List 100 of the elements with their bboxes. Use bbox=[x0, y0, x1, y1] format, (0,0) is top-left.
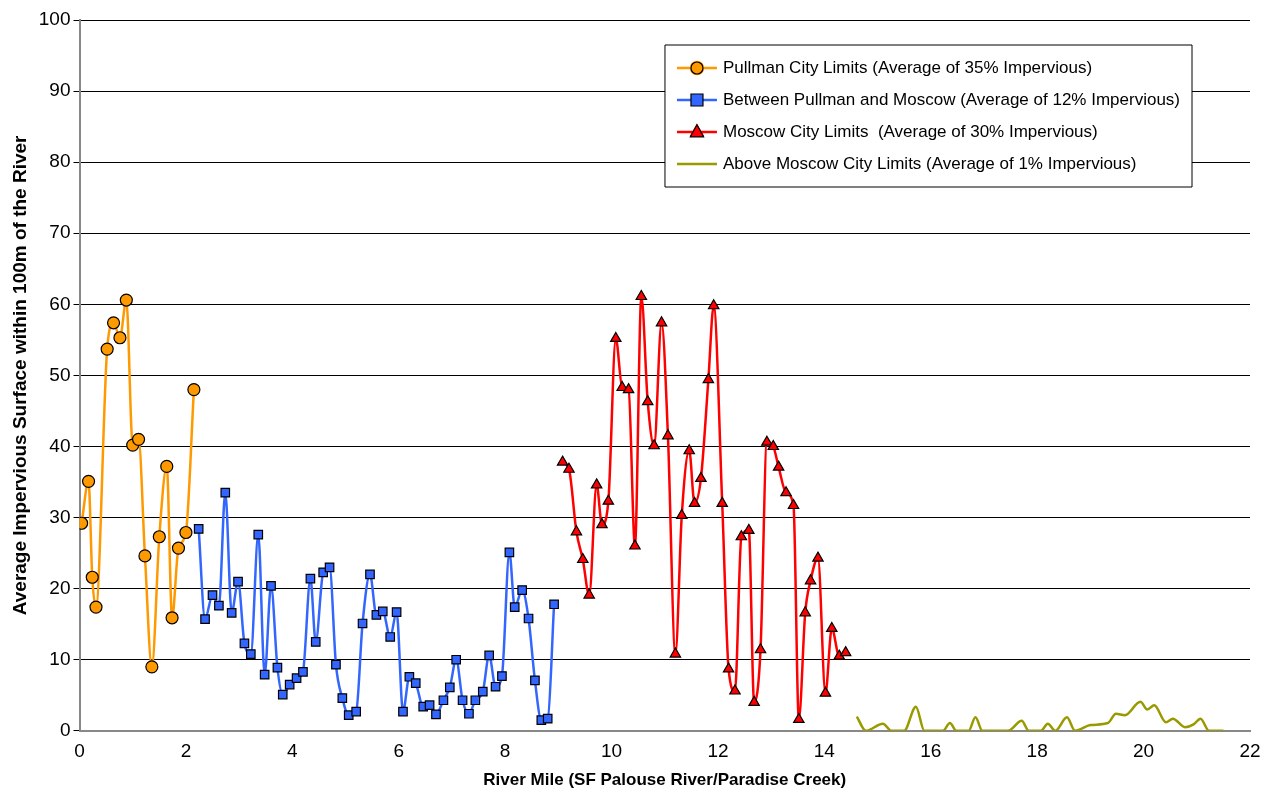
x-tick-label: 18 bbox=[1026, 740, 1048, 762]
x-tick-label: 14 bbox=[813, 740, 836, 762]
point bbox=[596, 518, 608, 529]
point bbox=[138, 549, 152, 563]
point bbox=[324, 562, 335, 573]
point bbox=[226, 607, 237, 618]
point bbox=[444, 682, 455, 693]
point bbox=[517, 585, 528, 595]
point bbox=[331, 659, 341, 670]
point bbox=[377, 606, 388, 617]
y-tick-label: 100 bbox=[38, 8, 71, 30]
point bbox=[812, 551, 824, 562]
point bbox=[688, 496, 701, 507]
x-tick-label: 0 bbox=[74, 740, 85, 762]
point bbox=[707, 299, 720, 310]
point bbox=[391, 607, 402, 617]
y-tick-label: 40 bbox=[49, 434, 71, 456]
point bbox=[590, 478, 603, 489]
point bbox=[484, 650, 495, 661]
point bbox=[530, 675, 540, 686]
y-tick-label: 20 bbox=[49, 576, 71, 598]
y-tick-label: 60 bbox=[49, 292, 71, 314]
point bbox=[563, 462, 575, 473]
legend-label: Moscow City Limits (Average of 30% Impervious) bbox=[722, 121, 1098, 141]
point bbox=[259, 669, 270, 680]
point bbox=[793, 712, 805, 724]
point bbox=[577, 552, 589, 564]
point bbox=[542, 713, 553, 724]
point bbox=[695, 471, 707, 483]
point bbox=[497, 671, 507, 681]
point bbox=[772, 460, 785, 471]
y-tick-label: 30 bbox=[49, 505, 71, 527]
point bbox=[683, 444, 696, 455]
point bbox=[398, 706, 408, 717]
point bbox=[549, 599, 559, 610]
point bbox=[131, 432, 146, 446]
point bbox=[410, 678, 421, 689]
y-tick-label: 80 bbox=[49, 150, 71, 172]
point bbox=[233, 576, 243, 587]
point bbox=[351, 706, 362, 717]
point bbox=[819, 686, 832, 697]
point bbox=[780, 486, 792, 497]
point bbox=[748, 695, 760, 706]
point bbox=[839, 646, 852, 657]
point bbox=[165, 611, 179, 625]
point bbox=[113, 331, 127, 345]
point bbox=[220, 487, 231, 498]
y-axis-title: Average Impervious Surface within 100m of the River bbox=[8, 134, 30, 616]
legend-label: Pullman City Limits (Average of 35% Impervious) bbox=[722, 57, 1093, 77]
point bbox=[457, 695, 468, 706]
point bbox=[826, 621, 838, 633]
point bbox=[266, 580, 276, 591]
point bbox=[743, 523, 755, 534]
point bbox=[187, 383, 201, 397]
point bbox=[337, 693, 348, 703]
point bbox=[477, 686, 488, 697]
point bbox=[145, 660, 159, 674]
point bbox=[470, 695, 481, 706]
point bbox=[89, 600, 103, 614]
point bbox=[722, 662, 735, 673]
point bbox=[504, 547, 515, 558]
point bbox=[464, 708, 474, 719]
point bbox=[106, 316, 121, 330]
point bbox=[787, 498, 800, 510]
point bbox=[570, 525, 583, 536]
y-tick-label: 0 bbox=[59, 719, 71, 741]
point bbox=[179, 525, 193, 540]
point bbox=[641, 395, 654, 406]
point bbox=[119, 293, 133, 307]
point bbox=[171, 541, 186, 555]
point bbox=[81, 474, 96, 488]
point bbox=[207, 590, 218, 600]
point bbox=[799, 606, 812, 617]
y-tick-label: 90 bbox=[49, 79, 71, 101]
point bbox=[438, 695, 449, 706]
point bbox=[239, 638, 250, 649]
point bbox=[761, 435, 773, 446]
x-tick-label: 8 bbox=[499, 740, 511, 762]
point bbox=[200, 614, 210, 625]
point bbox=[669, 647, 682, 658]
x-tick-label: 4 bbox=[287, 740, 299, 762]
point bbox=[310, 637, 321, 647]
point bbox=[602, 494, 615, 505]
x-axis-title: River Mile (SF Palouse River/Paradise Creek) bbox=[483, 770, 847, 790]
point bbox=[622, 383, 635, 394]
point bbox=[160, 459, 174, 473]
point bbox=[100, 342, 114, 356]
point bbox=[648, 439, 660, 450]
x-tick-label: 6 bbox=[393, 740, 405, 762]
x-tick-label: 12 bbox=[707, 740, 729, 762]
point bbox=[298, 666, 308, 677]
point bbox=[754, 643, 767, 654]
point bbox=[152, 530, 166, 544]
point bbox=[245, 649, 256, 659]
point bbox=[804, 574, 817, 585]
point bbox=[655, 316, 668, 327]
point bbox=[193, 524, 204, 534]
legend-label: Above Moscow City Limits (Average of 1% Impervious) bbox=[722, 153, 1137, 173]
point bbox=[716, 496, 729, 507]
point bbox=[702, 373, 715, 384]
